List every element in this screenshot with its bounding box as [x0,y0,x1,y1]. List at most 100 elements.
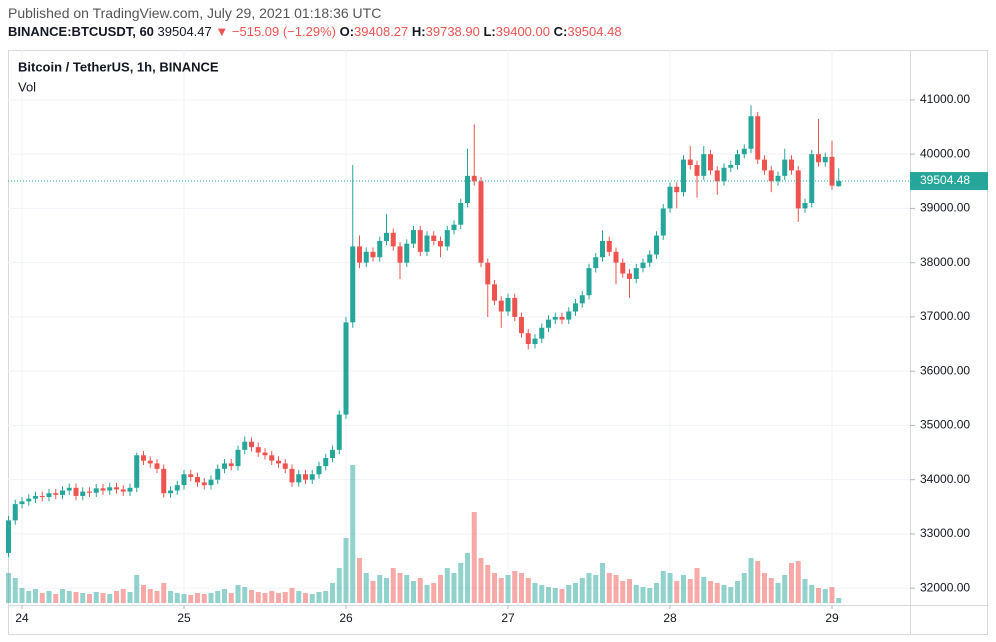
candle-body [296,474,302,483]
volume-bar [654,583,659,603]
volume-bar [741,573,747,603]
candle-body [242,441,248,450]
candle-body [262,452,268,456]
candle-body [276,460,281,464]
volume-bar [289,588,295,603]
volume-bar [228,593,234,603]
volume-bar [249,590,254,603]
volume-bar [606,573,612,603]
volume-bar [46,591,52,603]
volume-bar [404,575,410,603]
volume-bar [100,593,106,603]
candle-body [235,449,241,467]
volume-bar [627,579,632,603]
volume-bar [215,591,221,603]
l-value: 39400.00 [495,24,550,39]
volume-bar [640,587,646,603]
volume-bar [255,592,261,603]
candle-body [809,154,815,203]
candle-body [674,186,680,193]
volume-bar [559,589,565,603]
volume-bar [525,578,531,603]
candle-body [465,175,470,203]
volume-bar [546,587,551,603]
volume-bar [836,598,842,603]
o-label: O: [339,24,355,39]
volume-bar [438,575,443,603]
volume-bar [498,578,504,603]
volume-bar [336,568,342,603]
candle-body [147,460,153,464]
volume-bar [519,573,524,603]
candle-body [681,159,686,193]
volume-bar [552,588,558,603]
candle-body [438,240,443,247]
volume-bar [114,591,119,603]
volume-bar [789,563,794,603]
candle-body [269,455,275,461]
candle-body [417,230,423,252]
volume-bar [768,578,774,603]
candle-body [228,463,234,467]
candle-body [620,262,626,274]
volume-bar [431,583,437,603]
candle-body [12,504,18,521]
published-note: Published on TradingView.com, July 29, 2… [8,5,382,21]
candle-body [134,455,140,488]
volume-bar [728,587,734,603]
volume-bar [620,581,626,603]
volume-bar [417,578,423,603]
volume-bar [19,588,25,603]
candle-body [282,463,288,469]
volume-bar [33,589,38,603]
volume-bar [141,585,146,603]
candle-body [816,154,821,163]
volume-bar [708,581,713,603]
volume-bar [390,568,396,603]
candle-body [60,490,65,495]
volume-bar [39,593,45,603]
candle-body [525,333,531,345]
x-tick-label: 25 [177,611,191,625]
volume-bar [512,571,518,603]
candle-body [390,232,396,247]
candle-body [93,488,99,493]
volume-bar [73,592,79,603]
volume-bar [282,592,288,603]
candle-body [714,170,720,182]
candle-body [370,251,376,258]
volume-bar [647,588,653,603]
candle-body [498,300,504,312]
y-tick-label: 37000.00 [920,309,970,323]
y-tick-label: 41000.00 [920,92,970,106]
candle-body [579,295,585,304]
volume-bar [762,573,767,603]
x-tick-label: 28 [663,611,677,625]
y-tick-label: 34000.00 [920,472,970,486]
volume-bar [323,591,329,603]
volume-bar [154,591,160,603]
volume-bar [775,583,781,603]
candle-body [532,338,538,345]
candle-body [613,251,619,263]
candle-body [120,489,126,492]
y-tick-label: 38000.00 [920,255,970,269]
candle-body [789,159,794,171]
candle-body [174,485,180,491]
candle-body [822,156,828,163]
volume-bar [809,585,815,603]
candle-body [728,165,734,168]
volume-bar [303,593,308,603]
volume-bar [127,592,133,603]
candle-body [114,487,119,490]
candle-body [512,297,518,317]
last-price-label: 39504.48 [920,173,970,187]
candle-body [829,156,835,186]
candle-body [519,316,524,334]
volume-bar [147,589,153,603]
volume-bar [262,593,268,603]
candle-body [775,175,781,182]
volume-bar [802,579,808,603]
candle-body [654,235,659,255]
candle-body [485,262,491,285]
